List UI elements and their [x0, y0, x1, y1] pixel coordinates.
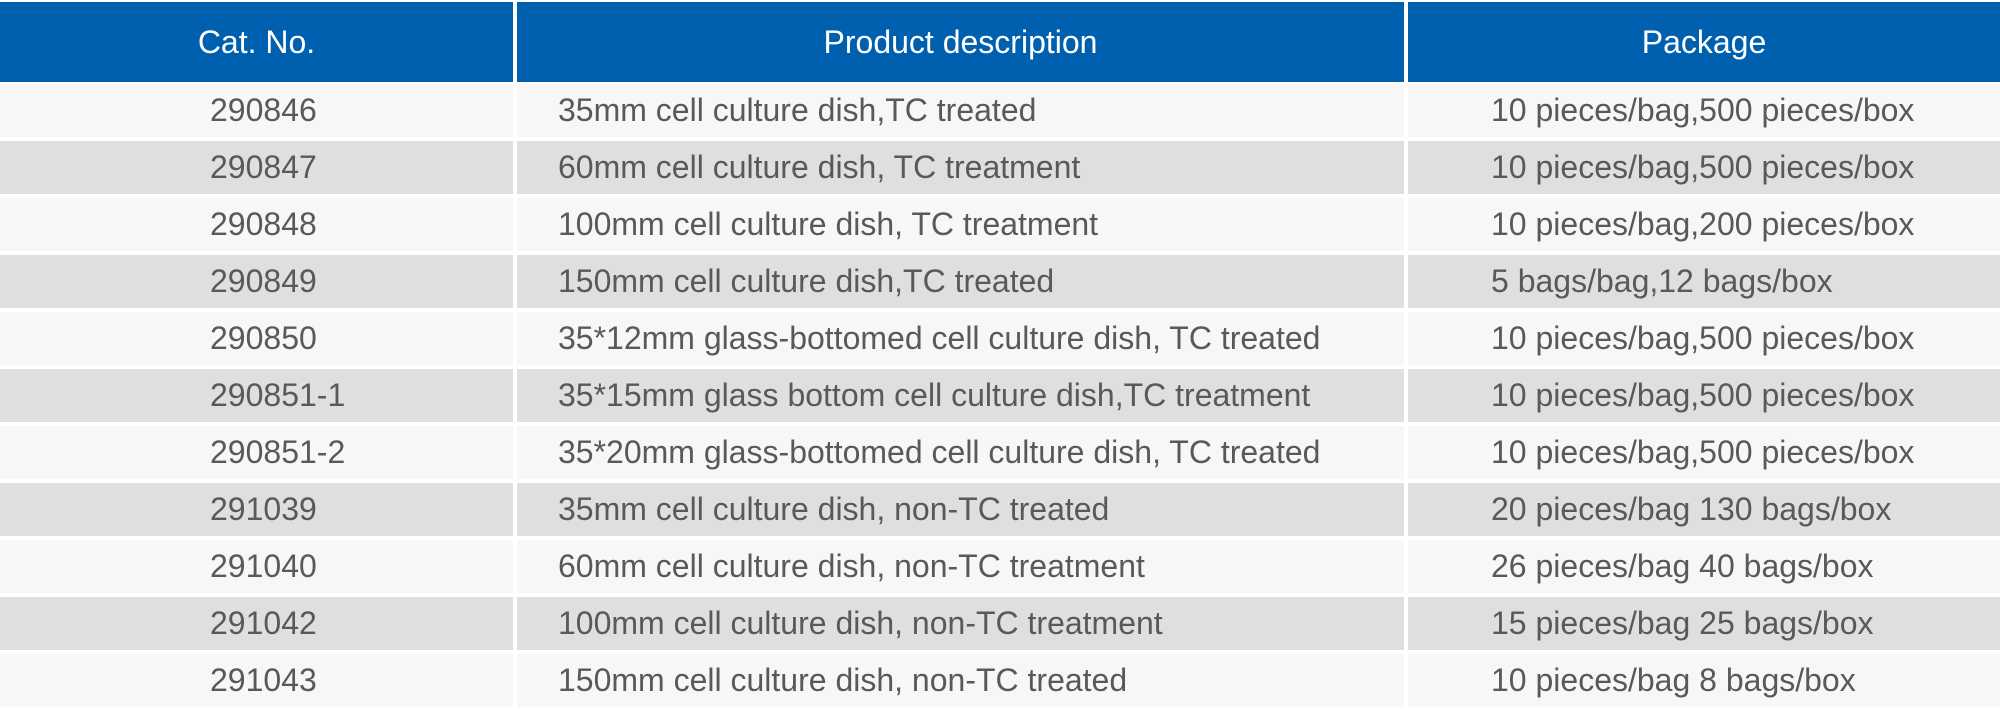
description-cell: 60mm cell culture dish, TC treatment — [517, 141, 1404, 194]
package-cell: 10 pieces/bag,500 pieces/box — [1408, 84, 2000, 137]
description-cell: 35*15mm glass bottom cell culture dish,T… — [517, 369, 1404, 422]
table-row: 290847 60mm cell culture dish, TC treatm… — [0, 141, 2000, 194]
table-row: 291042 100mm cell culture dish, non-TC t… — [0, 597, 2000, 650]
description-cell: 150mm cell culture dish,TC treated — [517, 255, 1404, 308]
cat-no-cell: 290847 — [0, 141, 513, 194]
description-cell: 100mm cell culture dish, TC treatment — [517, 198, 1404, 251]
package-cell: 10 pieces/bag,500 pieces/box — [1408, 141, 2000, 194]
table-header: Cat. No. Product description Package — [0, 2, 2000, 82]
cat-no-cell: 291040 — [0, 540, 513, 593]
description-cell: 35mm cell culture dish, non-TC treated — [517, 483, 1404, 536]
header-product-description: Product description — [517, 2, 1404, 82]
table-row: 291040 60mm cell culture dish, non-TC tr… — [0, 540, 2000, 593]
header-package: Package — [1408, 2, 2000, 82]
table-row: 291039 35mm cell culture dish, non-TC tr… — [0, 483, 2000, 536]
cat-no-cell: 291039 — [0, 483, 513, 536]
package-cell: 10 pieces/bag,500 pieces/box — [1408, 369, 2000, 422]
cat-no-cell: 290850 — [0, 312, 513, 365]
cat-no-cell: 290851-2 — [0, 426, 513, 479]
description-cell: 150mm cell culture dish, non-TC treated — [517, 654, 1404, 707]
package-cell: 10 pieces/bag 8 bags/box — [1408, 654, 2000, 707]
cat-no-cell: 291043 — [0, 654, 513, 707]
table-row: 291043 150mm cell culture dish, non-TC t… — [0, 654, 2000, 707]
cat-no-cell: 290851-1 — [0, 369, 513, 422]
table-row: 290850 35*12mm glass-bottomed cell cultu… — [0, 312, 2000, 365]
cat-no-cell: 291042 — [0, 597, 513, 650]
table-row: 290846 35mm cell culture dish,TC treated… — [0, 84, 2000, 137]
table-row: 290851-1 35*15mm glass bottom cell cultu… — [0, 369, 2000, 422]
package-cell: 10 pieces/bag,500 pieces/box — [1408, 426, 2000, 479]
table-row: 290848 100mm cell culture dish, TC treat… — [0, 198, 2000, 251]
package-cell: 20 pieces/bag 130 bags/box — [1408, 483, 2000, 536]
description-cell: 100mm cell culture dish, non-TC treatmen… — [517, 597, 1404, 650]
description-cell: 35*12mm glass-bottomed cell culture dish… — [517, 312, 1404, 365]
package-cell: 15 pieces/bag 25 bags/box — [1408, 597, 2000, 650]
package-cell: 10 pieces/bag,200 pieces/box — [1408, 198, 2000, 251]
package-cell: 10 pieces/bag,500 pieces/box — [1408, 312, 2000, 365]
description-cell: 60mm cell culture dish, non-TC treatment — [517, 540, 1404, 593]
table-row: 290851-2 35*20mm glass-bottomed cell cul… — [0, 426, 2000, 479]
cat-no-cell: 290846 — [0, 84, 513, 137]
description-cell: 35mm cell culture dish,TC treated — [517, 84, 1404, 137]
package-cell: 5 bags/bag,12 bags/box — [1408, 255, 2000, 308]
package-cell: 26 pieces/bag 40 bags/box — [1408, 540, 2000, 593]
description-cell: 35*20mm glass-bottomed cell culture dish… — [517, 426, 1404, 479]
cat-no-cell: 290849 — [0, 255, 513, 308]
table-row: 290849 150mm cell culture dish,TC treate… — [0, 255, 2000, 308]
header-cat-no: Cat. No. — [0, 2, 513, 82]
cat-no-cell: 290848 — [0, 198, 513, 251]
